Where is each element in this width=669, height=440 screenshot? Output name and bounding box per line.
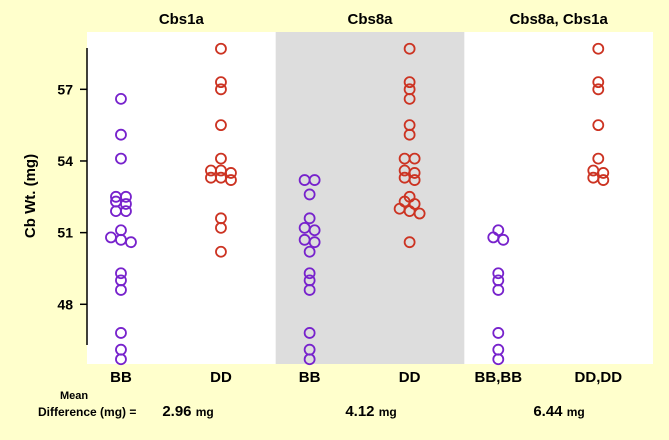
data-point-bb [115, 152, 127, 165]
y-tick-label: 51 [57, 225, 73, 241]
x-group-label: BB [299, 369, 321, 386]
data-point-dd [592, 152, 605, 165]
data-point-bb [125, 236, 137, 249]
data-point-dd [592, 83, 605, 96]
panel-title: Cbs1a [159, 11, 205, 28]
data-point-dd [403, 236, 416, 249]
data-point-dd [215, 221, 227, 234]
data-point-dd [408, 174, 421, 186]
y-tick-label: 54 [57, 153, 73, 169]
data-point-dd [408, 152, 421, 165]
data-point-bb [492, 284, 505, 296]
mean-difference-value: 6.44 mg [533, 403, 584, 420]
data-point-dd [403, 42, 416, 55]
data-point-bb [492, 327, 505, 339]
data-point-bb [115, 353, 127, 366]
panel-title: Cbs8a [347, 11, 393, 28]
data-point-bb [303, 327, 316, 339]
data-point-bb [303, 284, 316, 296]
data-point-dd [215, 42, 227, 55]
mean-label-line-2: Difference (mg) = [38, 405, 136, 419]
mean-label-line-1: Mean [60, 390, 88, 402]
data-point-bb [308, 236, 321, 249]
panel-title: Cbs8a, Cbs1a [509, 11, 608, 28]
data-point-dd [225, 167, 237, 179]
data-point-bb [115, 284, 127, 296]
data-point-dd [403, 76, 416, 89]
data-point-dd [215, 119, 227, 132]
x-group-label: DD,DD [575, 369, 623, 386]
data-point-bb [492, 267, 505, 280]
mean-difference-value: 4.12 mg [345, 403, 396, 420]
data-point-bb [303, 353, 316, 366]
data-point-dd [215, 76, 227, 89]
data-point-bb [115, 128, 127, 141]
data-point-dd [225, 174, 237, 186]
data-point-bb [115, 267, 127, 280]
data-point-dd [592, 119, 605, 132]
data-point-bb [115, 327, 127, 339]
data-point-bb [497, 233, 510, 246]
data-point-dd [592, 76, 605, 89]
data-point-bb [120, 198, 132, 210]
data-point-bb [120, 205, 132, 218]
data-point-dd [215, 83, 227, 96]
x-group-label: DD [210, 369, 232, 386]
y-tick-label: 57 [57, 81, 73, 97]
data-point-bb [303, 212, 316, 225]
data-point-dd [592, 42, 605, 55]
data-point-bb [303, 188, 316, 201]
x-group-label: DD [399, 369, 421, 386]
data-point-bb [308, 224, 321, 237]
data-point-dd [215, 152, 227, 165]
data-point-bb [303, 245, 316, 258]
data-point-bb [303, 267, 316, 280]
data-point-dd [413, 207, 426, 220]
data-point-bb [115, 92, 127, 105]
data-point-bb [308, 174, 321, 186]
data-point-dd [403, 128, 416, 141]
y-tick-label: 48 [57, 296, 73, 312]
data-point-dd [403, 92, 416, 105]
data-point-dd [597, 174, 610, 186]
x-group-label: BB [110, 369, 132, 386]
data-point-dd [597, 167, 610, 179]
y-axis-label: Cb Wt. (mg) [22, 154, 39, 238]
mean-difference-value: 2.96 mg [162, 403, 213, 420]
x-group-label: BB,BB [475, 369, 523, 386]
data-point-dd [408, 167, 421, 179]
data-point-dd [215, 245, 227, 258]
data-point-bb [492, 353, 505, 366]
shaded-panel-background [275, 32, 465, 364]
data-point-bb [120, 190, 132, 203]
